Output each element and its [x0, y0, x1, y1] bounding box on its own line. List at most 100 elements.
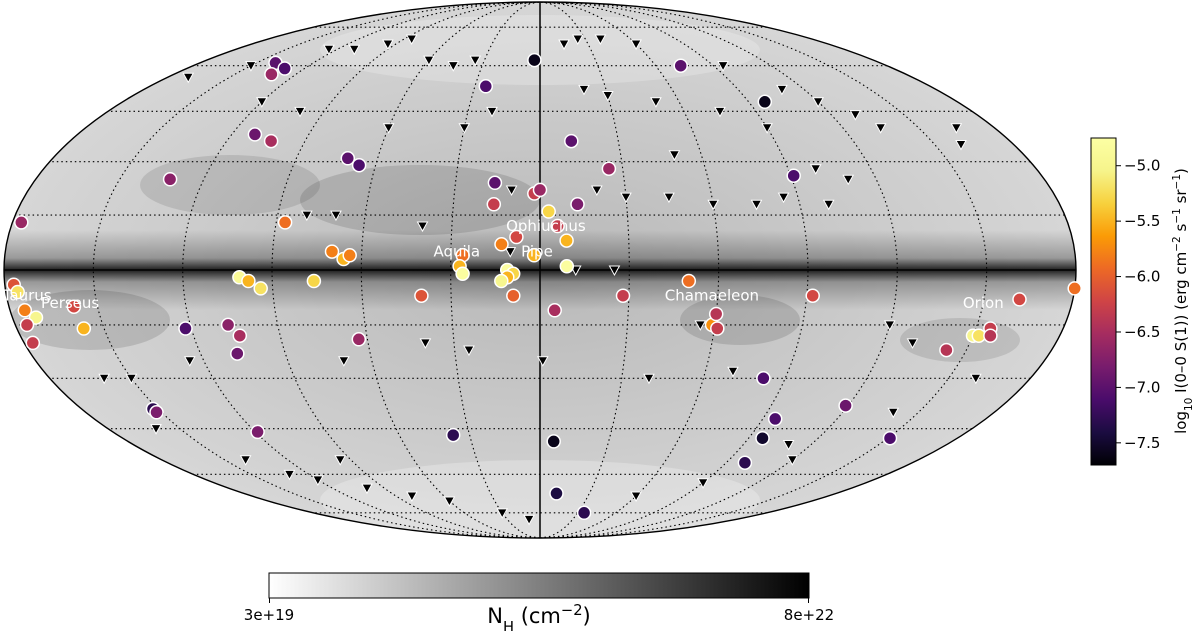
detection-point	[570, 197, 585, 212]
upper-limit-marker	[630, 491, 642, 502]
colorbar-tick-label: −7.0	[1124, 378, 1160, 396]
detection-point	[478, 79, 494, 94]
detection-point	[241, 273, 256, 289]
sky-outline	[3, 1, 1077, 539]
meridian-line	[360, 2, 541, 538]
detection-point	[277, 61, 292, 76]
upper-limit-marker	[950, 123, 963, 134]
upper-limit-marker	[812, 97, 824, 108]
detection-point	[983, 328, 998, 343]
region-label: Aquila	[434, 243, 481, 261]
detection-point	[25, 335, 41, 351]
upper-limit-marker	[786, 455, 799, 466]
region-label: Perseus	[41, 294, 99, 312]
upper-limit-marker	[283, 469, 296, 481]
upper-limit-marker	[849, 110, 862, 121]
colorbar-tick-label: −5.5	[1124, 212, 1160, 230]
detection-point	[838, 398, 853, 413]
upper-limit-marker	[887, 407, 900, 419]
detection-point	[149, 405, 164, 420]
region-label: Pipe	[521, 243, 553, 261]
upper-limit-marker	[750, 199, 763, 211]
upper-limit-marker	[650, 97, 662, 108]
intensity-colorbar-gradient	[1090, 137, 1117, 466]
detection-point	[277, 215, 293, 230]
detection-point	[324, 244, 340, 259]
cloud-dark-1	[300, 165, 540, 235]
detection-point	[232, 328, 248, 343]
detection-point	[541, 204, 556, 219]
region-label: Chamaeleon	[665, 287, 759, 305]
upper-limit-marker	[842, 174, 855, 186]
upper-limit-marker	[423, 55, 435, 67]
region-label: Taurus	[2, 287, 52, 305]
detection-point	[564, 133, 579, 149]
upper-limit-marker	[330, 210, 342, 222]
upper-limit-marker	[338, 356, 350, 367]
upper-limit-marker	[601, 90, 614, 102]
upper-limit-marker	[776, 84, 788, 96]
detection-point	[340, 151, 356, 166]
upper-limit-marker	[571, 34, 584, 46]
cloud-dark-3	[680, 295, 800, 345]
upper-limit-marker	[809, 164, 822, 175]
detection-point	[939, 342, 954, 358]
upper-limit-marker	[300, 210, 313, 222]
detection-point	[755, 430, 770, 446]
detection-point	[532, 182, 548, 198]
nh-colorbar-label: NH (cm−2)	[487, 602, 591, 631]
upper-limit-marker	[668, 150, 681, 161]
upper-limit-marker	[125, 373, 138, 385]
detection-point	[14, 215, 29, 230]
detection-point	[66, 299, 82, 314]
detection-point	[1067, 281, 1082, 296]
meridian-line	[539, 2, 630, 538]
detection-point	[615, 288, 631, 303]
upper-limit-marker	[906, 338, 919, 349]
cloud-dark-2	[140, 155, 320, 215]
upper-limit-marker	[382, 123, 395, 134]
detection-point	[220, 317, 236, 333]
meridian-line	[539, 2, 988, 538]
detection-point	[487, 175, 503, 191]
detection-point	[509, 229, 524, 245]
upper-limit-marker	[969, 373, 982, 385]
detection-point	[494, 237, 509, 252]
upper-limit-marker	[416, 221, 429, 233]
upper-limit-marker	[323, 44, 335, 56]
detections	[6, 52, 1082, 521]
upper-limit-marker	[883, 320, 896, 331]
upper-limit-marker	[486, 106, 498, 118]
upper-limit-marker	[707, 199, 720, 211]
detection-point	[527, 52, 542, 68]
upper-limit-marker	[447, 61, 460, 72]
detection-point	[882, 430, 898, 446]
detection-point	[710, 321, 725, 336]
detection-point	[673, 58, 688, 73]
upper-limit-marker	[245, 61, 257, 72]
upper-limit-marker	[312, 475, 324, 486]
detection-point	[601, 161, 617, 176]
upper-limit-marker	[334, 455, 347, 466]
upper-limit-marker	[239, 455, 252, 466]
upper-limit-marker	[183, 356, 196, 367]
upper-limit-marker	[717, 61, 729, 72]
detection-point	[253, 281, 268, 296]
detection-point	[559, 233, 574, 248]
detection-point	[737, 455, 753, 470]
upper-limit-marker	[523, 514, 535, 526]
upper-limit-marker	[536, 356, 549, 367]
upper-limit-marker	[874, 123, 887, 134]
detection-point	[547, 303, 562, 318]
upper-limit-marker	[608, 265, 621, 277]
upper-limit-marker	[697, 478, 709, 489]
detection-point	[250, 424, 265, 440]
detection-point	[494, 273, 509, 289]
upper-limit-marker	[620, 192, 632, 204]
detection-point	[805, 288, 820, 303]
detection-point	[178, 321, 193, 336]
upper-limit-marker	[182, 72, 195, 84]
